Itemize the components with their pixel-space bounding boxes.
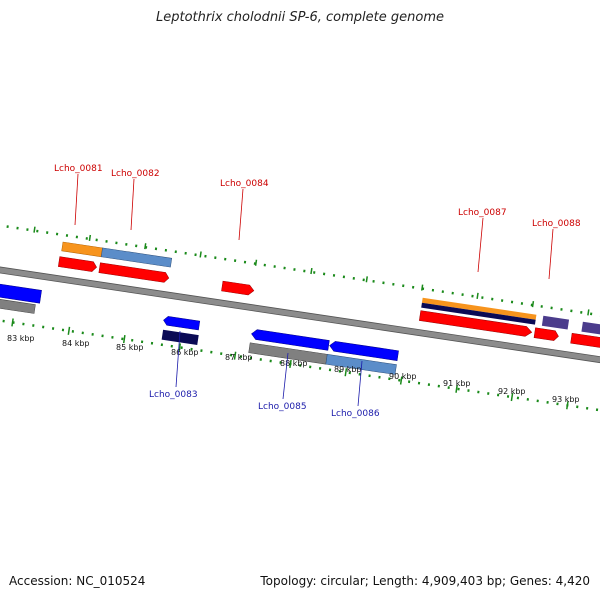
cds-bar-0087[interactable]	[421, 297, 537, 320]
reverse-strand-genes	[0, 282, 399, 361]
tick-label: 83 kbp	[7, 334, 35, 343]
gene-arrow-0082[interactable]	[98, 262, 170, 283]
reverse-annotation-track	[0, 296, 397, 375]
gene-arrow-0086[interactable]	[329, 341, 399, 361]
bottom-locus-labels: Lcho_0083 Lcho_0085 Lcho_0086	[149, 330, 380, 419]
leader-line	[175, 330, 181, 388]
locus-label-0083[interactable]: Lcho_0083	[149, 390, 198, 400]
leader-line	[238, 188, 244, 241]
tick-label: 89 kbp	[334, 365, 362, 374]
leader-line	[548, 228, 554, 280]
locus-label-0084[interactable]: Lcho_0084	[220, 179, 269, 189]
genome-backbone	[0, 265, 600, 367]
gene-bar-0088[interactable]	[541, 315, 570, 330]
locus-label-0088[interactable]: Lcho_0088	[532, 219, 581, 229]
locus-label-0087[interactable]: Lcho_0087	[458, 208, 507, 218]
gene-arrow-0085[interactable]	[251, 329, 330, 351]
map-title: Leptothrix cholodnii SP-6, complete geno…	[156, 10, 444, 25]
upper-ruler	[6, 225, 600, 320]
topology-label: Topology: circular; Length: 4,909,403 bp…	[260, 574, 590, 588]
gene-bar-0089[interactable]	[581, 321, 600, 337]
top-locus-labels: Lcho_0081 Lcho_0082 Lcho_0084 Lcho_0087 …	[54, 164, 581, 280]
leader-line	[74, 173, 79, 226]
forward-strand-genes	[58, 256, 600, 349]
gene-arrow-0084[interactable]	[221, 280, 255, 296]
tick-label: 90 kbp	[389, 372, 417, 381]
gene-bar-0087[interactable]	[421, 302, 536, 325]
tick-label: 85 kbp	[116, 343, 144, 352]
tick-label: 87 kbp	[225, 353, 253, 362]
leader-line	[130, 178, 135, 231]
locus-label-0086[interactable]: Lcho_0086	[331, 409, 380, 419]
tick-label: 86 kbp	[171, 348, 199, 357]
cds-bar-reverse-left[interactable]	[0, 296, 36, 314]
locus-label-0085[interactable]: Lcho_0085	[258, 402, 307, 412]
tick-label: 92 kbp	[498, 387, 526, 396]
accession-label: Accession: NC_010524	[9, 574, 146, 588]
leader-line	[357, 360, 363, 407]
tick-label: 84 kbp	[62, 339, 90, 348]
gene-bar-0082[interactable]	[100, 247, 173, 268]
cds-bar-0081[interactable]	[61, 241, 103, 258]
forward-annotation-track	[61, 241, 600, 337]
gene-arrow-0087[interactable]	[419, 310, 533, 338]
tick-label: 91 kbp	[443, 379, 471, 388]
gene-arrow-0081[interactable]	[58, 256, 97, 273]
upper-major-ticks	[33, 226, 590, 316]
lower-major-ticks	[11, 318, 569, 410]
gene-arrow-0088[interactable]	[533, 327, 559, 341]
leader-line	[282, 352, 289, 400]
gene-arrow-0089[interactable]	[570, 332, 600, 349]
gene-arrow-0083[interactable]	[163, 316, 201, 331]
gene-bar-0086[interactable]	[325, 354, 397, 375]
tick-label: 93 kbp	[552, 395, 580, 404]
leader-line	[477, 217, 484, 273]
locus-label-0082[interactable]: Lcho_0082	[111, 169, 160, 179]
gene-arrow-reverse-left[interactable]	[0, 282, 42, 304]
lower-ruler	[0, 318, 600, 413]
gene-bar-0083[interactable]	[161, 329, 199, 345]
tick-label: 88 kbp	[280, 359, 308, 368]
locus-label-0081[interactable]: Lcho_0081	[54, 164, 103, 174]
tick-labels: 83 kbp 84 kbp 85 kbp 86 kbp 87 kbp 88 kb…	[7, 334, 580, 404]
